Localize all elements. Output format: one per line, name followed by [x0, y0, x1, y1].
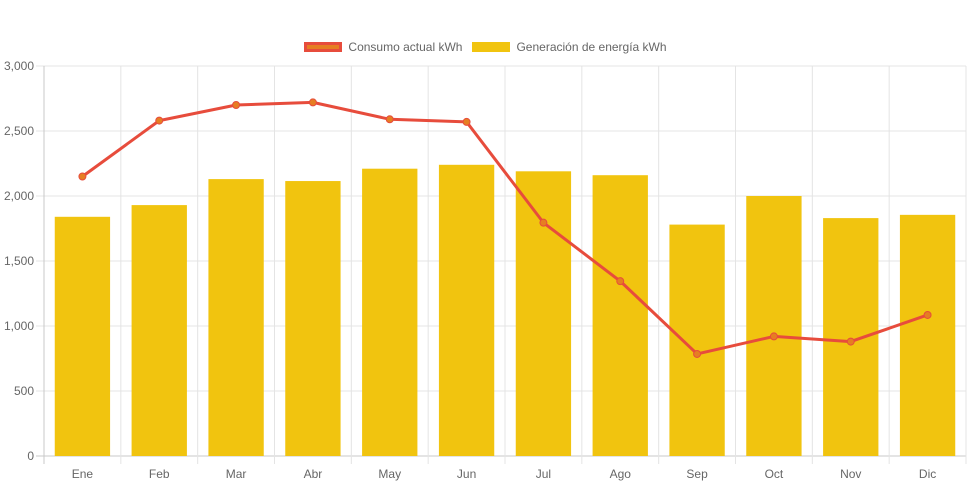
point-consumo[interactable]	[308, 98, 317, 107]
bar-generacion[interactable]	[285, 181, 341, 457]
legend-swatch-generacion	[472, 42, 511, 52]
line-consumo	[81, 100, 929, 356]
x-axis: Ene Feb Mar Abr May Jun Jul Ago Sep Oct Nov Dic	[72, 467, 937, 481]
x-tick-label: Ago	[610, 467, 632, 481]
point-consumo[interactable]	[462, 117, 471, 126]
grid	[36, 65, 967, 464]
bar-generacion[interactable]	[54, 216, 111, 456]
y-tick-label: 500	[14, 384, 34, 398]
point-consumo[interactable]	[846, 337, 855, 346]
legend-swatch-consumo	[304, 42, 343, 52]
point-consumo[interactable]	[693, 349, 702, 358]
x-tick-label: Feb	[149, 467, 170, 481]
x-tick-label: Dic	[919, 467, 936, 481]
point-consumo[interactable]	[769, 332, 778, 341]
legend: Consumo actual kWh Generación de energía…	[0, 40, 971, 54]
point-consumo[interactable]	[78, 172, 87, 181]
x-tick-label: Oct	[765, 467, 784, 481]
x-tick-label: Mar	[226, 467, 247, 481]
x-tick-label: Jun	[457, 467, 476, 481]
y-tick-label: 2,000	[4, 189, 34, 203]
x-tick-label: Jul	[536, 467, 551, 481]
bar-generacion[interactable]	[899, 214, 956, 456]
legend-label-generacion: Generación de energía kWh	[516, 40, 667, 54]
bar-generacion[interactable]	[746, 196, 802, 456]
line-series	[78, 98, 932, 358]
x-tick-label: Sep	[686, 467, 708, 481]
x-tick-label: Ene	[72, 467, 94, 481]
point-consumo[interactable]	[539, 218, 548, 227]
bar-generacion[interactable]	[669, 224, 725, 456]
point-consumo[interactable]	[923, 310, 932, 319]
bar-generacion[interactable]	[823, 218, 879, 456]
y-tick-label: 2,500	[4, 124, 34, 138]
y-axis: 0 500 1,000 1,500 2,000 2,500 3,000	[4, 59, 34, 463]
y-tick-label: 1,500	[4, 254, 34, 268]
y-tick-label: 3,000	[4, 59, 34, 73]
point-consumo[interactable]	[232, 101, 241, 109]
bars	[54, 164, 956, 457]
point-consumo[interactable]	[616, 277, 625, 286]
bar-generacion[interactable]	[438, 164, 495, 457]
point-consumo[interactable]	[155, 116, 164, 125]
bar-generacion[interactable]	[208, 179, 264, 456]
bar-generacion[interactable]	[592, 175, 648, 456]
bar-generacion[interactable]	[362, 168, 418, 456]
legend-item-consumo[interactable]: Consumo actual kWh	[304, 40, 462, 54]
point-consumo[interactable]	[385, 115, 394, 124]
x-tick-label: Nov	[840, 467, 861, 481]
legend-item-generacion[interactable]: Generación de energía kWh	[472, 40, 667, 54]
y-tick-label: 1,000	[4, 319, 34, 333]
bar-generacion[interactable]	[515, 171, 572, 457]
y-tick-label: 0	[27, 449, 34, 463]
x-tick-label: May	[378, 467, 401, 481]
bar-generacion[interactable]	[131, 205, 187, 456]
legend-label-consumo: Consumo actual kWh	[348, 40, 463, 54]
x-tick-label: Abr	[304, 467, 323, 481]
